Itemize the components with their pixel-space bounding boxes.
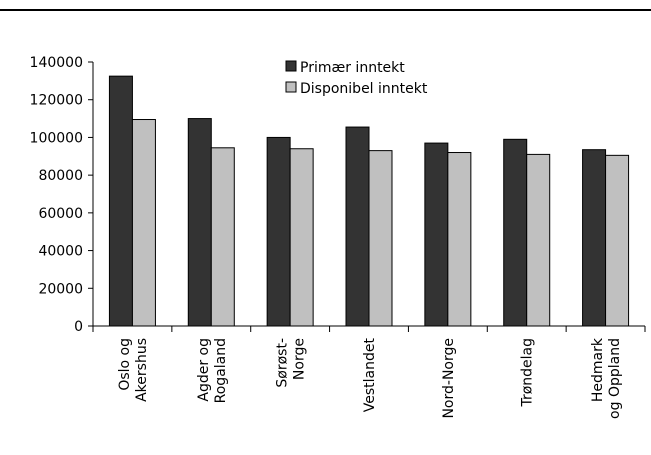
- category-label-line: og Oppland: [607, 338, 623, 419]
- legend-label: Disponibel inntekt: [300, 81, 428, 97]
- legend-swatch: [285, 60, 297, 72]
- bar-disponibel: [368, 150, 393, 327]
- bar-disponibel: [210, 147, 235, 327]
- category-label-line: Oslo og: [117, 338, 133, 391]
- bar-disponibel: [131, 119, 156, 327]
- bar-disponibel: [447, 152, 472, 327]
- bar-primaer: [345, 126, 370, 327]
- legend-label: Primær inntekt: [300, 60, 405, 76]
- y-tick-label: 80000: [38, 168, 83, 184]
- bar-primaer: [266, 136, 291, 327]
- category-label-line: Agder og: [196, 338, 212, 402]
- bar-primaer: [424, 142, 449, 327]
- category-label: Oslo og Akershus: [117, 338, 150, 402]
- y-tick-label: 0: [74, 319, 83, 335]
- category-label-line: Nord-Norge: [441, 338, 457, 419]
- category-label: Hedmark og Oppland: [590, 337, 623, 419]
- category-label-line: Sørøst-: [275, 338, 291, 388]
- y-tick-label: 100000: [30, 130, 83, 146]
- legend-swatch: [285, 81, 297, 93]
- category-label-line: Akershus: [134, 338, 150, 402]
- y-tick-label: 60000: [38, 206, 83, 222]
- bar-primaer: [108, 75, 133, 327]
- bar-primaer: [187, 118, 212, 327]
- bar-primaer: [503, 138, 528, 327]
- category-label-line: Norge: [292, 338, 308, 380]
- bar-disponibel: [526, 153, 551, 327]
- y-tick-label: 20000: [38, 281, 83, 297]
- legend: Primær inntekt Disponibel inntekt: [285, 60, 428, 97]
- category-label-line: Vestlandet: [362, 337, 378, 412]
- category-label: Agder og Rogaland: [196, 338, 229, 403]
- category-label: Nord-Norge: [441, 338, 457, 419]
- plot-area: 0 20000 40000 60000 80000 100000 120000 140000 O…: [30, 55, 646, 419]
- bar-primaer: [582, 149, 607, 327]
- y-tick-label: 140000: [30, 55, 83, 71]
- category-label-line: Hedmark: [590, 337, 606, 402]
- category-label-line: Rogaland: [213, 338, 229, 403]
- y-tick-label: 120000: [30, 93, 83, 109]
- bar-disponibel: [605, 154, 630, 327]
- category-label: Trøndelag: [520, 338, 536, 408]
- category-label: Sørøst- Norge: [275, 338, 308, 388]
- y-tick-label: 40000: [38, 244, 83, 260]
- bar-disponibel: [289, 148, 314, 327]
- category-label: Vestlandet: [362, 337, 378, 412]
- category-label-line: Trøndelag: [520, 338, 536, 408]
